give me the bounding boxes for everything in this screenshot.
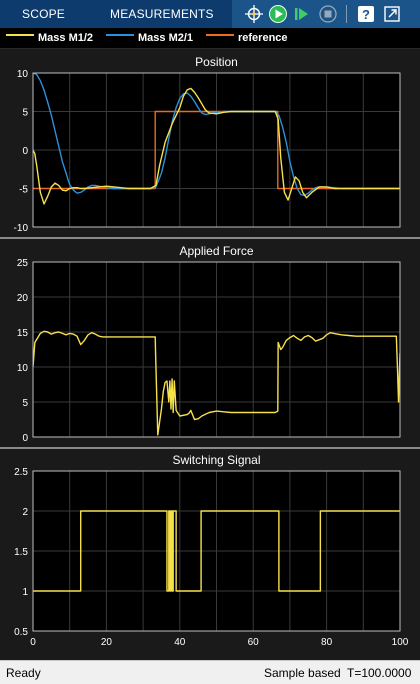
panel-separator[interactable] bbox=[0, 447, 420, 449]
step-forward-icon[interactable] bbox=[292, 4, 312, 24]
y-tick-label: 10 bbox=[17, 363, 29, 374]
legend-line-mass-m1 bbox=[6, 34, 34, 36]
chart-title: Applied Force bbox=[179, 244, 253, 258]
sample-mode: Sample based bbox=[264, 666, 341, 680]
y-tick-label: 5 bbox=[22, 398, 28, 409]
y-tick-label: 2.5 bbox=[14, 467, 28, 478]
panel-separator[interactable] bbox=[0, 237, 420, 239]
y-tick-label: 0 bbox=[22, 146, 28, 157]
legend-line-mass-m2 bbox=[106, 34, 134, 36]
series-line-reference bbox=[33, 110, 400, 190]
y-tick-label: 2 bbox=[22, 507, 28, 518]
toolbar-actions: ? bbox=[232, 0, 420, 28]
axes-box bbox=[32, 261, 401, 438]
tab-measurements[interactable]: MEASUREMENTS bbox=[110, 7, 214, 21]
series-line-mass-m1-2 bbox=[33, 87, 400, 205]
legend: Mass M1/2 Mass M2/1 reference bbox=[0, 28, 420, 49]
chart-title: Switching Signal bbox=[172, 453, 260, 467]
chart-title: Position bbox=[195, 55, 238, 69]
signal-select-icon[interactable] bbox=[244, 4, 264, 24]
run-icon[interactable] bbox=[268, 4, 288, 24]
undock-icon[interactable] bbox=[382, 4, 402, 24]
status-bar: Ready Sample based T=100.0000 bbox=[0, 660, 420, 684]
y-tick-label: 5 bbox=[22, 108, 28, 119]
scope-toolbar: SCOPE MEASUREMENTS ? bbox=[0, 0, 420, 28]
status-text: Ready bbox=[6, 666, 41, 680]
x-tick-label: 80 bbox=[321, 637, 333, 648]
x-tick-label: 20 bbox=[101, 637, 113, 648]
axes-box bbox=[32, 72, 401, 228]
applied-force-chart: Applied Force 25 20 15 10 5 0 bbox=[17, 244, 401, 444]
help-icon[interactable]: ? bbox=[356, 4, 376, 24]
toolbar-divider bbox=[346, 5, 347, 23]
legend-line-reference bbox=[206, 34, 234, 36]
legend-label-mass-m1[interactable]: Mass M1/2 bbox=[38, 32, 94, 44]
series-line-mass-m2-1 bbox=[33, 73, 400, 197]
y-tick-label: 1.5 bbox=[14, 547, 28, 558]
x-tick-label: 0 bbox=[30, 637, 36, 648]
simulation-time: T=100.0000 bbox=[347, 666, 412, 680]
series-line-applied-force bbox=[33, 330, 400, 436]
y-tick-label: 0.5 bbox=[14, 627, 28, 638]
tab-scope[interactable]: SCOPE bbox=[22, 7, 66, 21]
y-tick-label: 20 bbox=[17, 293, 29, 304]
position-chart: Position 10 5 0 -5 -10 bbox=[14, 55, 401, 234]
x-tick-label: 100 bbox=[392, 637, 409, 648]
x-tick-label: 60 bbox=[248, 637, 260, 648]
y-tick-label: 25 bbox=[17, 258, 29, 269]
axes-box bbox=[32, 470, 401, 632]
y-tick-label: -10 bbox=[14, 223, 29, 234]
series-line-switching-signal bbox=[33, 510, 400, 592]
applied-force-panel: Applied Force 25 20 15 10 5 0 bbox=[0, 239, 420, 447]
y-tick-label: 0 bbox=[22, 433, 28, 444]
switching-signal-chart: Switching Signal 2.5 2 1.5 1 0.50 20 40 60 80 100 bbox=[14, 453, 409, 648]
x-tick-label: 40 bbox=[174, 637, 186, 648]
position-panel: Position 10 5 0 -5 -10 bbox=[0, 49, 420, 237]
y-tick-label: 15 bbox=[17, 328, 29, 339]
y-tick-label: 1 bbox=[22, 587, 28, 598]
svg-text:?: ? bbox=[362, 7, 370, 22]
legend-label-reference[interactable]: reference bbox=[238, 32, 288, 44]
switching-signal-panel: Switching Signal 2.5 2 1.5 1 0.5 0 20 40 60 80 100 bbox=[0, 449, 420, 660]
stop-icon[interactable] bbox=[318, 4, 338, 24]
legend-label-mass-m2[interactable]: Mass M2/1 bbox=[138, 32, 194, 44]
y-tick-label: 10 bbox=[17, 69, 29, 80]
y-tick-label: -5 bbox=[19, 185, 28, 196]
